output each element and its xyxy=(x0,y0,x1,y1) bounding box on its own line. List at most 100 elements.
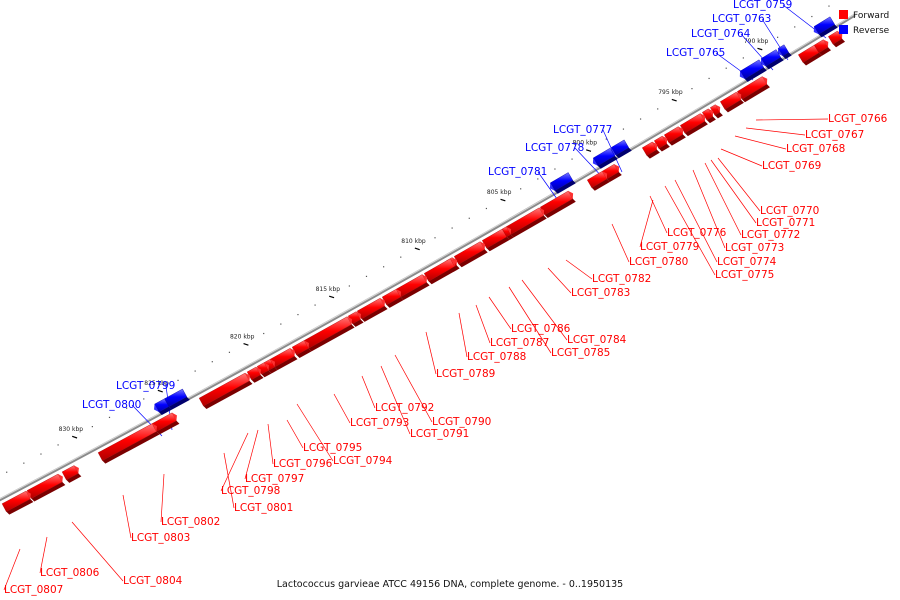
gene-label-LCGT_0777[interactable]: LCGT_0777 xyxy=(553,124,612,136)
gene-arrow-LCGT_0789[interactable] xyxy=(395,274,430,301)
gene-label-LCGT_0797[interactable]: LCGT_0797 xyxy=(245,473,304,485)
gene-arrow-LCGT_0786[interactable] xyxy=(453,241,488,268)
leader-line-LCGT_0803 xyxy=(122,494,132,539)
leader-line-LCGT_0782 xyxy=(565,259,593,280)
gene-body xyxy=(760,49,781,67)
gene-label-LCGT_0770[interactable]: LCGT_0770 xyxy=(760,205,819,217)
gene-arrow-LCGT_0767[interactable] xyxy=(814,39,832,56)
gene-arrow-LCGT_0801[interactable] xyxy=(198,372,253,410)
minor-tick xyxy=(605,138,607,140)
gene-arrow-LCGT_0807[interactable] xyxy=(1,490,34,515)
legend-forward-label: Forward xyxy=(853,11,889,21)
gene-label-LCGT_0791[interactable]: LCGT_0791 xyxy=(410,428,469,440)
gene-arrow-LCGT_0785[interactable] xyxy=(501,226,514,240)
gene-arrow-LCGT_0794[interactable] xyxy=(291,340,312,359)
gene-tip xyxy=(592,157,598,166)
gene-label-LCGT_0784[interactable]: LCGT_0784 xyxy=(567,334,627,346)
gene-label-LCGT_0787[interactable]: LCGT_0787 xyxy=(490,337,549,349)
gene-label-LCGT_0782[interactable]: LCGT_0782 xyxy=(592,273,651,285)
gene-label-LCGT_0776[interactable]: LCGT_0776 xyxy=(667,227,727,239)
gene-label-LCGT_0793[interactable]: LCGT_0793 xyxy=(350,417,409,429)
gene-arrow-LCGT_0764[interactable] xyxy=(760,49,784,70)
gene-arrow-LCGT_0798[interactable] xyxy=(246,366,264,383)
gene-label-LCGT_0788[interactable]: LCGT_0788 xyxy=(467,351,526,363)
gene-label-LCGT_0781[interactable]: LCGT_0781 xyxy=(488,166,547,178)
gene-label-LCGT_0807[interactable]: LCGT_0807 xyxy=(4,584,63,596)
gene-label-LCGT_0767[interactable]: LCGT_0767 xyxy=(805,129,864,141)
gene-arrow-LCGT_0803[interactable] xyxy=(97,423,160,464)
gene-tip xyxy=(823,39,829,48)
gene-label-LCGT_0806[interactable]: LCGT_0806 xyxy=(40,567,100,579)
gene-label-LCGT_0766[interactable]: LCGT_0766 xyxy=(828,113,888,125)
gene-tip xyxy=(74,465,79,474)
gene-label-LCGT_0775[interactable]: LCGT_0775 xyxy=(715,269,774,281)
gene-arrow-LCGT_0781[interactable] xyxy=(549,172,576,194)
gene-arrow-LCGT_0804[interactable] xyxy=(61,465,82,483)
gene-label-LCGT_0768[interactable]: LCGT_0768 xyxy=(786,143,845,155)
gene-label-LCGT_0763[interactable]: LCGT_0763 xyxy=(712,13,771,25)
gene-label-LCGT_0795[interactable]: LCGT_0795 xyxy=(303,442,362,454)
gene-shadow xyxy=(274,356,298,371)
gene-label-LCGT_0764[interactable]: LCGT_0764 xyxy=(691,28,751,40)
gene-label-LCGT_0759[interactable]: LCGT_0759 xyxy=(733,0,792,11)
gene-arrow-LCGT_0775[interactable] xyxy=(654,135,670,152)
gene-shadow xyxy=(268,367,278,374)
gene-arrow-LCGT_0771[interactable] xyxy=(710,104,723,119)
gene-arrow-LCGT_0788[interactable] xyxy=(423,258,458,285)
gene-arrow-LCGT_0759[interactable] xyxy=(813,16,838,38)
leader-line-LCGT_0786 xyxy=(488,296,512,330)
gene-label-LCGT_0789[interactable]: LCGT_0789 xyxy=(436,368,495,380)
gene-arrow-LCGT_0773[interactable] xyxy=(680,113,708,137)
gene-tip xyxy=(304,340,309,349)
gene-label-LCGT_0769[interactable]: LCGT_0769 xyxy=(762,160,821,172)
gene-label-LCGT_0771[interactable]: LCGT_0771 xyxy=(756,217,815,229)
gene-label-LCGT_0772[interactable]: LCGT_0772 xyxy=(741,229,800,241)
gene-arrow-LCGT_0783[interactable] xyxy=(505,207,547,238)
gene-arrow-LCGT_0776[interactable] xyxy=(642,141,660,159)
gene-label-LCGT_0803[interactable]: LCGT_0803 xyxy=(131,532,190,544)
gene-label-LCGT_0801[interactable]: LCGT_0801 xyxy=(234,502,293,514)
gene-label-LCGT_0799[interactable]: LCGT_0799 xyxy=(116,380,175,392)
gene-arrow-LCGT_0796[interactable] xyxy=(263,359,278,374)
gene-arrow-LCGT_0802[interactable] xyxy=(151,412,180,435)
leader-line-LCGT_0772 xyxy=(704,162,742,236)
gene-label-LCGT_0804[interactable]: LCGT_0804 xyxy=(123,575,183,587)
gene-arrow-LCGT_0791[interactable] xyxy=(356,297,388,322)
gene-shadow xyxy=(6,498,34,515)
leader-line-LCGT_0796 xyxy=(267,423,274,465)
gene-label-LCGT_0778[interactable]: LCGT_0778 xyxy=(525,142,584,154)
gene-tip xyxy=(506,226,512,235)
gene-shadow xyxy=(591,179,610,191)
gene-arrow-LCGT_0769[interactable] xyxy=(737,76,770,103)
gene-arrow-LCGT_0800[interactable] xyxy=(154,398,172,416)
gene-arrow-LCGT_0806[interactable] xyxy=(26,473,66,502)
label-line-layer xyxy=(3,4,829,591)
minor-tick xyxy=(57,444,59,446)
gene-label-LCGT_0786[interactable]: LCGT_0786 xyxy=(511,323,571,335)
gene-label-LCGT_0798[interactable]: LCGT_0798 xyxy=(221,485,280,497)
gene-label-LCGT_0774[interactable]: LCGT_0774 xyxy=(717,256,777,268)
gene-label-LCGT_0780[interactable]: LCGT_0780 xyxy=(629,256,688,268)
gene-label-LCGT_0790[interactable]: LCGT_0790 xyxy=(432,416,491,428)
gene-arrow-LCGT_0770[interactable] xyxy=(720,91,744,113)
gene-arrow-LCGT_0765[interactable] xyxy=(739,59,767,82)
gene-arrow-LCGT_0782[interactable] xyxy=(539,190,576,218)
gene-label-LCGT_0783[interactable]: LCGT_0783 xyxy=(571,287,630,299)
gene-arrow-LCGT_0790[interactable] xyxy=(381,288,404,308)
gene-arrow-LCGT_0793[interactable] xyxy=(303,316,355,352)
gene-arrow-LCGT_0774[interactable] xyxy=(664,126,686,146)
gene-label-LCGT_0802[interactable]: LCGT_0802 xyxy=(161,516,220,528)
gene-label-LCGT_0800[interactable]: LCGT_0800 xyxy=(82,399,141,411)
gene-label-LCGT_0773[interactable]: LCGT_0773 xyxy=(725,242,784,254)
leader-line-LCGT_0787 xyxy=(475,304,491,344)
gene-shadow xyxy=(706,116,716,124)
gene-label-LCGT_0792[interactable]: LCGT_0792 xyxy=(375,402,434,414)
gene-arrow-LCGT_0772[interactable] xyxy=(702,108,716,124)
gene-arrow-LCGT_0778[interactable] xyxy=(592,147,618,169)
gene-label-LCGT_0765[interactable]: LCGT_0765 xyxy=(666,47,725,59)
gene-label-LCGT_0796[interactable]: LCGT_0796 xyxy=(273,458,333,470)
gene-label-LCGT_0779[interactable]: LCGT_0779 xyxy=(640,241,699,253)
gene-label-LCGT_0794[interactable]: LCGT_0794 xyxy=(333,455,393,467)
gene-arrow-LCGT_0780[interactable] xyxy=(586,170,610,191)
gene-label-LCGT_0785[interactable]: LCGT_0785 xyxy=(551,347,610,359)
